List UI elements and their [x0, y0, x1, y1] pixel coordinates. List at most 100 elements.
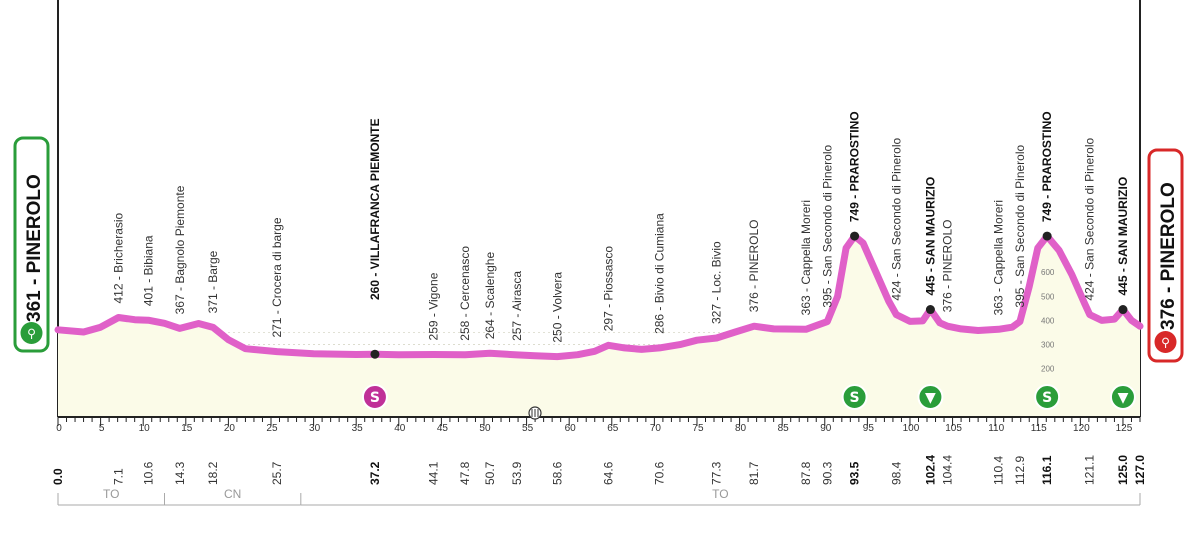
x-tick-label: 90 [820, 423, 832, 434]
waypoint-dot [850, 231, 860, 241]
x-tick-label: 85 [778, 423, 790, 434]
waypoint-label: 445 - SAN MAURIZIO [923, 177, 937, 296]
waypoint-dot [1118, 305, 1128, 315]
km-label: 104.4 [940, 455, 954, 485]
km-label: 25.7 [270, 461, 284, 485]
waypoint-label: 424 - San Secondo di Pinerolo [1083, 137, 1097, 300]
sprint-marker-circle [361, 384, 388, 410]
km-label: 64.6 [601, 461, 615, 485]
x-tick-label: 5 [99, 423, 105, 434]
climb-marker-circle [1034, 384, 1061, 410]
km-label: 37.2 [368, 461, 382, 485]
waypoint-label: 367 - Bagnolo Piemonte [173, 185, 187, 314]
elevation-tick-label: 600 [1041, 268, 1055, 277]
start-box: 361 - PINEROLO ⚲ [13, 136, 50, 353]
waypoint-dot [370, 349, 380, 359]
bicycle-icon [1154, 331, 1177, 353]
waypoint-label: 395 - San Secondo di Pinerolo [820, 145, 834, 308]
climb-marker: S [841, 384, 868, 410]
x-tick-label: 50 [479, 423, 491, 434]
x-tick-label: 80 [735, 423, 747, 434]
x-tick-label: 120 [1073, 423, 1090, 434]
waypoint-label: 250 - Volvera [550, 272, 564, 343]
km-label: 121.1 [1083, 455, 1097, 485]
km-label: 58.6 [550, 461, 564, 485]
x-tick-label: 100 [903, 423, 920, 434]
descent-marker-glyph: ▼ [1118, 390, 1129, 406]
waypoint-label: 260 - VILLAFRANCA PIEMONTE [368, 118, 382, 300]
x-tick-label: 30 [309, 423, 321, 434]
waypoint-labels: 412 - Bricherasio 401 - Bibiana 367 - Bagn… [111, 111, 1129, 342]
sprint-marker: S [361, 384, 388, 410]
x-tick-label: 70 [650, 423, 662, 434]
waypoint-dot [925, 305, 935, 315]
finish-box: 376 - PINEROLO ⚲ [1147, 148, 1184, 363]
km-label: 47.8 [458, 461, 472, 485]
x-tick-label: 105 [945, 423, 962, 434]
climb-marker: S [1034, 384, 1061, 410]
waypoint-label: 363 - Cappella Moreri [992, 200, 1006, 315]
km-label: 112.9 [1013, 456, 1027, 485]
waypoint-label: 286 - Bivio di Cumiana [652, 213, 666, 334]
waypoint-label: 749 - PRAROSTINO [1040, 111, 1054, 222]
descent-marker-circle [1109, 384, 1136, 410]
profile-line [54, 232, 1144, 361]
x-tick-label: 25 [266, 423, 278, 434]
km-label: 50.7 [483, 461, 497, 485]
km-label: 98.4 [889, 461, 903, 485]
x-tick-label: 20 [224, 423, 236, 434]
km-label: 102.4 [923, 455, 937, 485]
region-strip: TO CN TO [57, 487, 1141, 506]
climb-marker-glyph: S [1042, 390, 1052, 406]
route-markers: S S ▼ S ▼ [361, 231, 1136, 410]
profile-area [58, 236, 1140, 417]
elevation-tick-label: 300 [1041, 341, 1055, 350]
km-label: 14.3 [173, 461, 187, 485]
km-label: 87.8 [799, 461, 813, 485]
waypoint-label: 363 - Cappella Moreri [799, 200, 813, 315]
waypoint-label: 258 - Cercenasco [458, 246, 472, 341]
x-tick-label: 110 [988, 423, 1004, 434]
x-tick-label: 45 [437, 423, 449, 434]
finish-km-label: 127.0 [1133, 455, 1147, 485]
descent-marker: ▼ [917, 384, 944, 410]
x-tick-label: 95 [863, 423, 875, 434]
waypoint-label: 395 - San Secondo di Pinerolo [1013, 145, 1027, 308]
x-tick-label: 10 [139, 423, 151, 434]
km-label: 125.0 [1116, 455, 1130, 485]
waypoint-label: 445 - SAN MAURIZIO [1116, 177, 1130, 296]
x-tick-label: 0 [56, 423, 62, 434]
bicycle-icon [20, 322, 43, 344]
waypoint-label: 259 - Vigone [427, 272, 441, 340]
bicycle-glyph: ⚲ [1161, 336, 1170, 350]
x-tick-label: 60 [565, 423, 577, 434]
climb-marker-glyph: S [850, 390, 860, 406]
km-label: 10.6 [141, 461, 155, 485]
descent-marker-glyph: ▼ [925, 390, 936, 406]
km-label: 116.1 [1040, 455, 1054, 485]
km-label: 18.2 [206, 461, 220, 485]
x-tick-label: 55 [522, 423, 534, 434]
elevation-tick-label: 500 [1041, 292, 1055, 301]
x-tick-label: 65 [607, 423, 619, 434]
km-label: 93.5 [848, 461, 862, 485]
km-labels: 7.1 10.6 14.3 18.2 25.7 37.2 44.1 47.8 50.7 53.9 5… [51, 455, 1147, 485]
region-label: TO [712, 487, 728, 501]
waypoint-label: 271 - Crocera di barge [270, 217, 284, 337]
start-label: 361 - PINEROLO [24, 174, 45, 322]
descent-marker: ▼ [1109, 384, 1136, 410]
waypoint-label: 371 - Barge [206, 250, 220, 313]
waypoint-label: 297 - Piossasco [601, 246, 615, 332]
waypoint-label: 412 - Bricherasio [111, 212, 125, 303]
x-tick-label: 125 [1116, 423, 1133, 434]
km-label: 110.4 [992, 456, 1006, 485]
waypoint-label: 376 - PINEROLO [747, 219, 761, 312]
waypoint-label: 424 - San Secondo di Pinerolo [889, 137, 903, 300]
elevation-tick-label: 400 [1041, 316, 1055, 325]
waypoint-label: 376 - PINEROLO [940, 219, 954, 312]
elevation-tick-label: 200 [1041, 365, 1055, 374]
km-label: 81.7 [747, 461, 761, 485]
region-label: CN [224, 487, 241, 501]
x-tick-label: 35 [352, 423, 364, 434]
